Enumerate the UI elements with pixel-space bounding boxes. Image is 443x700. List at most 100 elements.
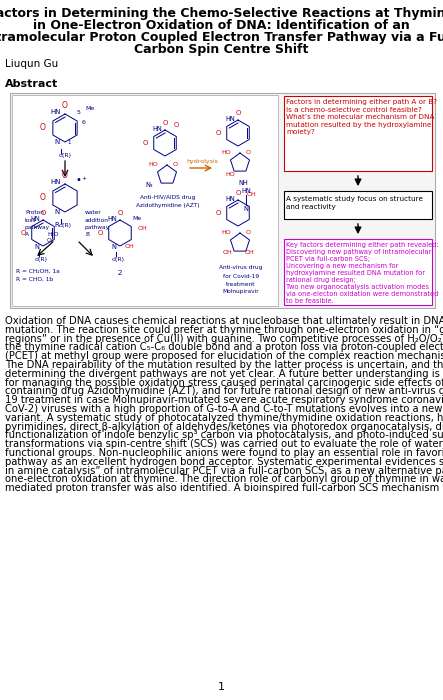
Text: mutation. The reaction site could prefer at thymine through one-electron oxidati: mutation. The reaction site could prefer… (5, 325, 443, 335)
Text: O: O (142, 140, 148, 146)
Text: pyrimidines, direct β-alkylation of aldehydes/ketones via photoredox organocatal: pyrimidines, direct β-alkylation of alde… (5, 421, 443, 432)
Text: R = CH₂OH, 1a: R = CH₂OH, 1a (16, 269, 60, 274)
Text: water: water (85, 211, 102, 216)
Text: H₂O: H₂O (47, 232, 58, 237)
FancyBboxPatch shape (10, 93, 435, 308)
Text: rational drug design;: rational drug design; (286, 277, 356, 283)
Text: OH: OH (245, 251, 255, 256)
Text: Me: Me (132, 216, 141, 221)
Text: OH: OH (223, 251, 233, 256)
Text: O: O (245, 230, 250, 235)
Text: hydrolysis: hydrolysis (186, 158, 218, 164)
Text: Abstract: Abstract (5, 79, 58, 89)
Text: N: N (54, 139, 60, 145)
Text: O: O (245, 150, 250, 155)
Text: O: O (62, 102, 68, 111)
Text: N: N (35, 244, 39, 250)
Text: HO: HO (221, 150, 231, 155)
Text: HN: HN (51, 179, 61, 185)
FancyBboxPatch shape (284, 239, 432, 305)
Text: R: R (54, 222, 59, 228)
Text: O: O (40, 123, 46, 132)
Text: Azidothymidine (AZT): Azidothymidine (AZT) (136, 204, 200, 209)
Text: R = CHO, 1b: R = CHO, 1b (16, 276, 53, 281)
Text: containing drug Azidothymidine (AZT), and for future rational design of new anti: containing drug Azidothymidine (AZT), an… (5, 386, 443, 396)
Text: Uncovering a new mechanism for: Uncovering a new mechanism for (286, 263, 398, 269)
FancyBboxPatch shape (284, 191, 432, 219)
Text: A: A (25, 232, 29, 237)
Text: d(R): d(R) (112, 258, 124, 262)
Text: via one-electon oxidation were demonstrated: via one-electon oxidation were demonstra… (286, 291, 439, 297)
Text: HO: HO (221, 230, 231, 235)
Text: and reactivity: and reactivity (286, 204, 336, 209)
Text: N₃: N₃ (145, 182, 153, 188)
Text: O: O (97, 230, 103, 236)
Text: O: O (215, 210, 221, 216)
Text: B: B (85, 232, 89, 237)
Text: HN: HN (51, 109, 61, 115)
Text: loss: loss (25, 218, 36, 223)
Text: Anti-HIV/AIDS drug: Anti-HIV/AIDS drug (140, 195, 196, 200)
Text: Key factors determining either path revealed:: Key factors determining either path reve… (286, 242, 439, 248)
Text: HN: HN (30, 216, 40, 222)
Text: Factors in determining either path A or B?: Factors in determining either path A or … (286, 99, 437, 105)
Text: in amine catalysis” of intramolecular PCET via a full-carbon SCS, as a new alter: in amine catalysis” of intramolecular PC… (5, 466, 443, 475)
Text: d(R): d(R) (35, 258, 47, 262)
Text: O: O (40, 210, 46, 216)
Text: OH: OH (247, 193, 257, 197)
Text: functionalization of indole benzylic sp³ carbon via photocatalysis, and photo-in: functionalization of indole benzylic sp³… (5, 430, 443, 440)
Text: HO: HO (148, 162, 158, 167)
Text: mutation resulted by the hydroxylamine: mutation resulted by the hydroxylamine (286, 122, 431, 127)
Text: N: N (54, 209, 60, 215)
Text: 5: 5 (77, 109, 81, 115)
Text: •: • (75, 175, 81, 185)
Text: pathway: pathway (25, 225, 50, 230)
Text: d(R): d(R) (58, 153, 71, 158)
Text: O: O (172, 162, 178, 167)
Text: HN: HN (225, 196, 235, 202)
Text: O: O (174, 122, 179, 128)
Text: 6: 6 (82, 120, 86, 125)
Text: functional groups. Non-nucleophilic anions were found to play an essential role : functional groups. Non-nucleophilic anio… (5, 448, 443, 458)
Text: addition: addition (85, 218, 109, 223)
Text: treatment: treatment (226, 281, 256, 286)
Text: HO: HO (225, 172, 235, 178)
Text: HN: HN (152, 126, 162, 132)
Text: 2: 2 (118, 270, 122, 276)
Text: Carbon Spin Centre Shift: Carbon Spin Centre Shift (134, 43, 308, 56)
Text: Me: Me (85, 106, 94, 111)
Text: d(R): d(R) (58, 223, 71, 228)
Text: A systematic study focus on structure: A systematic study focus on structure (286, 196, 423, 202)
Text: N: N (244, 206, 249, 212)
FancyBboxPatch shape (284, 96, 432, 171)
Text: HN: HN (241, 188, 251, 194)
Text: The DNA repairability of the mutation resulted by the latter process is uncertai: The DNA repairability of the mutation re… (5, 360, 443, 370)
Text: variant. A systematic study of photocatalyzed thymine/thymidine oxidation reacti: variant. A systematic study of photocata… (5, 413, 443, 423)
Text: Two new organocatalysis activation modes: Two new organocatalysis activation modes (286, 284, 429, 290)
Text: O: O (162, 120, 168, 126)
Text: in One-Electron Oxidation of DNA: Identification of an: in One-Electron Oxidation of DNA: Identi… (33, 19, 409, 32)
Text: Factors in Determining the Chemo-Selective Reactions at Thymine: Factors in Determining the Chemo-Selecti… (0, 7, 443, 20)
Text: one-electron oxidation at thymine. The direction role of carbonyl group of thymi: one-electron oxidation at thymine. The d… (5, 475, 443, 484)
Text: Molnupiravir: Molnupiravir (223, 290, 259, 295)
Text: moiety?: moiety? (286, 129, 315, 135)
Text: Proton: Proton (25, 211, 44, 216)
Text: 1: 1 (67, 139, 71, 144)
Text: O: O (235, 190, 241, 196)
Text: What’s the molecular mechanism of DNA: What’s the molecular mechanism of DNA (286, 114, 435, 120)
Text: for managing the possible oxidation stress caused perinatal carcinogenic side ef: for managing the possible oxidation stre… (5, 377, 443, 388)
Text: Liuqun Gu: Liuqun Gu (5, 59, 58, 69)
Text: O: O (215, 130, 221, 136)
Text: N: N (112, 244, 117, 250)
Text: for Covid-19: for Covid-19 (223, 274, 259, 279)
Text: pathway as an excellent hydrogen bond acceptor. Systematic experimental evidence: pathway as an excellent hydrogen bond ac… (5, 457, 443, 467)
Text: CoV-2) viruses with a high proportion of G-to-A and C-to-T mutations evolves int: CoV-2) viruses with a high proportion of… (5, 404, 443, 414)
Text: Is a chemo-selective control feasible?: Is a chemo-selective control feasible? (286, 106, 422, 113)
Text: regions” or in the presence of Cu(II) with guanine. Two competitive processes of: regions” or in the presence of Cu(II) wi… (5, 334, 443, 344)
Text: Intramolecular Proton Coupled Electron Transfer Pathway via a Full-: Intramolecular Proton Coupled Electron T… (0, 31, 443, 44)
Text: mediated proton transfer was also identified. A bioinspired full-carbon SCS mech: mediated proton transfer was also identi… (5, 483, 443, 493)
Text: O: O (40, 193, 46, 202)
Text: Discovering new pathway of intramolecular: Discovering new pathway of intramolecula… (286, 249, 431, 255)
Text: hydroxylamine resulted DNA mutation for: hydroxylamine resulted DNA mutation for (286, 270, 425, 276)
Text: Oxidation of DNA causes chemical reactions at nucleobase that ultimately result : Oxidation of DNA causes chemical reactio… (5, 316, 443, 326)
